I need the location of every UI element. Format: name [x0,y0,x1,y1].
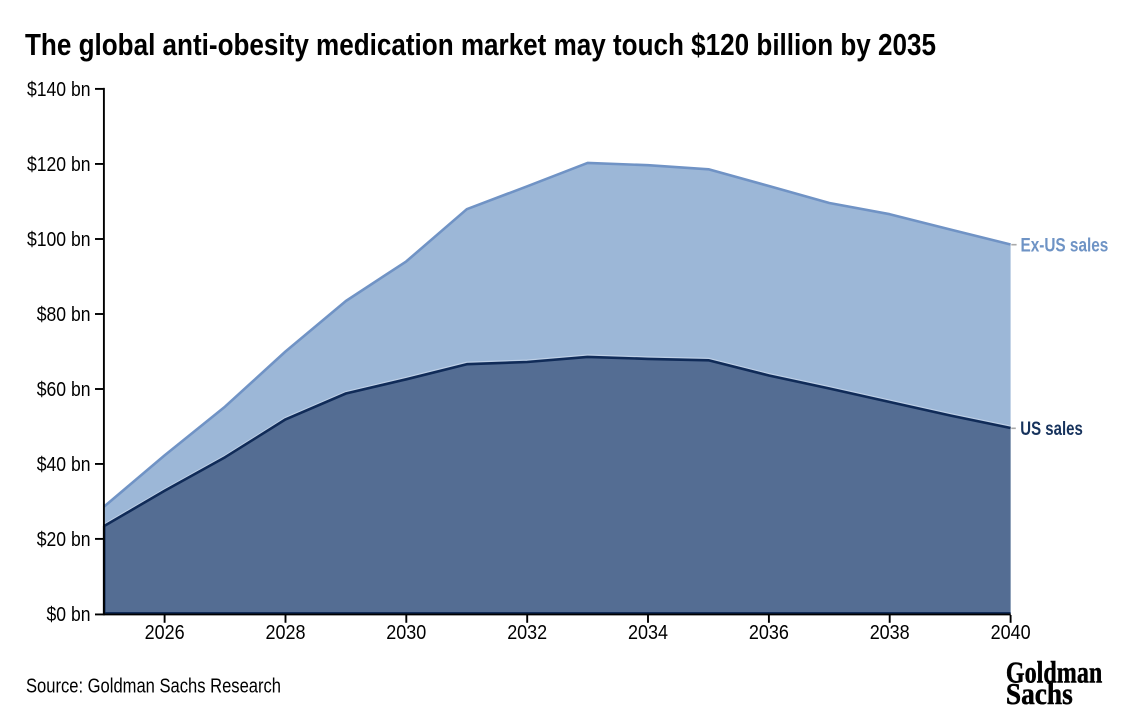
svg-text:2030: 2030 [386,622,426,644]
svg-text:The global anti-obesity medica: The global anti-obesity medication marke… [25,27,936,62]
svg-text:Ex-US sales: Ex-US sales [1021,235,1109,256]
svg-text:$40 bn: $40 bn [37,454,91,476]
svg-text:US sales: US sales [1020,419,1083,440]
svg-text:Sachs: Sachs [1006,676,1073,711]
svg-text:2032: 2032 [507,622,547,644]
svg-text:2040: 2040 [991,622,1031,644]
svg-text:2034: 2034 [628,622,668,644]
svg-text:Source: Goldman Sachs Research: Source: Goldman Sachs Research [26,675,281,697]
svg-text:$120 bn: $120 bn [27,154,90,176]
svg-text:$20 bn: $20 bn [37,529,91,551]
svg-text:2028: 2028 [266,622,306,644]
svg-text:2026: 2026 [145,622,185,644]
svg-text:$100 bn: $100 bn [27,229,90,251]
svg-text:$0 bn: $0 bn [47,604,91,626]
svg-text:$60 bn: $60 bn [37,379,91,401]
svg-text:2038: 2038 [870,622,910,644]
svg-text:Goldman: Goldman [1006,654,1102,689]
svg-text:$140 bn: $140 bn [27,79,90,101]
svg-text:$80 bn: $80 bn [37,304,91,326]
svg-text:2036: 2036 [749,622,789,644]
